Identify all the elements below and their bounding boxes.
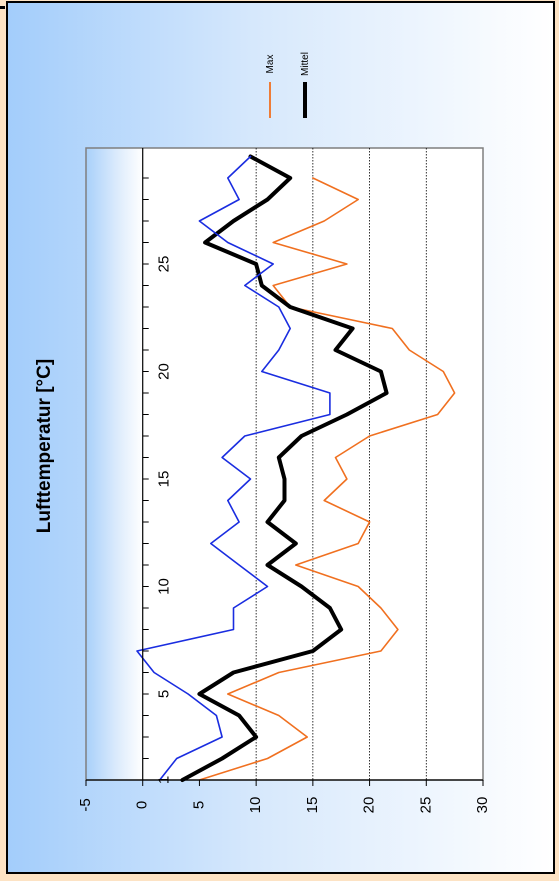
plot-background: [86, 148, 143, 780]
legend-label-mittel: Mittel: [300, 52, 311, 76]
series-line-mittel: [180, 154, 389, 782]
x-tick-label: 5: [156, 690, 173, 698]
corner-mark: [0, 6, 5, 9]
series-lines: [136, 154, 456, 782]
y-tick-label: 30: [474, 797, 491, 814]
y-tick-label: 15: [304, 797, 321, 814]
axes: [85, 148, 484, 786]
chart-title-group: Lufttemperatur [°C]: [34, 359, 55, 533]
legend: Max Mittel: [265, 52, 311, 118]
series-line-min: [136, 155, 331, 781]
x-tick-label: 15: [156, 471, 173, 488]
series-line-max: [198, 177, 456, 781]
y-tick-label: 25: [417, 797, 434, 814]
x-tick-label: 25: [156, 256, 173, 273]
chart-title: Lufttemperatur [°C]: [34, 359, 55, 533]
y-tick-label: 5: [190, 801, 207, 809]
y-tick-labels: 30 25 20 15 10 5 0 -5: [77, 797, 491, 814]
y-tick-label: 10: [247, 797, 264, 814]
x-tick-label: 1: [156, 776, 173, 784]
x-tick-label: 20: [156, 363, 173, 380]
y-tick-label: -5: [77, 798, 94, 811]
legend-label-max: Max: [265, 55, 276, 74]
x-tick-label: 10: [156, 578, 173, 595]
y-tick-label: 20: [361, 797, 378, 814]
y-tick-label: 0: [134, 801, 151, 809]
